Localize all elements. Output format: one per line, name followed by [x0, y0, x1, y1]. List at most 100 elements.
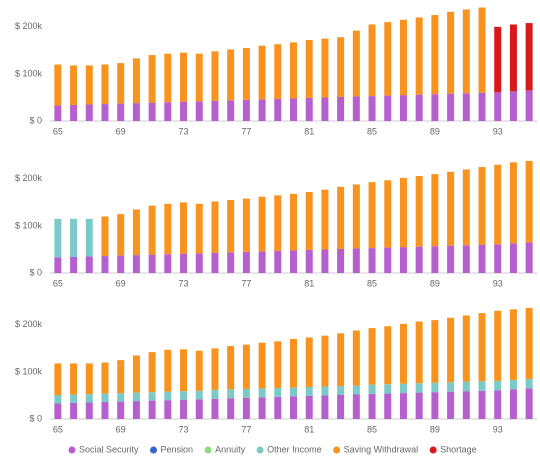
bar-segment	[117, 214, 125, 256]
bar-segment	[70, 402, 78, 419]
bar-segment	[368, 24, 376, 97]
bar-segment	[101, 64, 109, 105]
bar-segment	[148, 102, 156, 121]
bar-segment	[478, 313, 486, 382]
bar-segment	[258, 342, 266, 389]
bar-segment	[525, 90, 533, 121]
bar-segment	[478, 244, 486, 273]
bar-segment	[274, 396, 282, 419]
bar-segment	[242, 48, 250, 100]
legend-swatch	[429, 446, 437, 454]
bar-segment	[242, 198, 250, 252]
x-tick-label: 85	[367, 126, 377, 136]
bar-segment	[509, 389, 517, 419]
bar-segment	[211, 252, 219, 273]
bar-segment	[399, 247, 407, 273]
x-tick-label: 89	[430, 424, 440, 434]
bar-segment	[164, 254, 172, 273]
bar-segment	[148, 392, 156, 401]
legend-swatch	[150, 446, 158, 454]
bar-segment	[462, 315, 470, 382]
bar-segment	[321, 38, 329, 98]
bar-segment	[180, 399, 188, 419]
bar-segment	[274, 98, 282, 121]
bar-segment	[54, 403, 62, 419]
bar-segment	[415, 383, 423, 393]
bar-segment	[321, 97, 329, 121]
bar-segment	[478, 381, 486, 391]
bar-segment	[132, 58, 140, 104]
bar-segment	[368, 394, 376, 419]
bar-segment	[117, 63, 125, 104]
bar-segment	[117, 360, 125, 394]
bar-segment	[352, 248, 360, 273]
bar-segment	[132, 401, 140, 419]
bar-segment	[211, 201, 219, 253]
bar-segment	[70, 256, 78, 273]
bar-segment	[54, 363, 62, 395]
bar-segment	[242, 344, 250, 389]
bar-segment	[164, 203, 172, 255]
bar-segment	[494, 390, 502, 419]
bar-segment	[447, 93, 455, 121]
bar-segment	[227, 252, 235, 273]
bar-segment	[368, 248, 376, 273]
bar-segment	[447, 245, 455, 273]
legend-label: Pension	[161, 444, 194, 454]
bar-segment	[70, 218, 78, 257]
bar-segment	[525, 242, 533, 273]
bar-segment	[211, 389, 219, 399]
bar-segment	[164, 391, 172, 401]
bar-segment	[54, 218, 62, 258]
bar-segment	[415, 321, 423, 384]
bar-segment	[258, 196, 266, 252]
bar-segment	[290, 98, 297, 121]
bar-segment	[180, 253, 188, 273]
bar-segment	[211, 51, 219, 101]
bar-segment	[101, 393, 109, 403]
bar-segment	[525, 307, 533, 379]
bar-segment	[462, 381, 470, 392]
y-tick-label: $ 100k	[15, 366, 43, 376]
bar-segment	[70, 65, 78, 105]
bar-segment	[509, 162, 517, 244]
bar-segment	[415, 176, 423, 247]
bar-segment	[54, 394, 62, 404]
y-tick-label: $ 100k	[15, 68, 43, 78]
bar-segment	[462, 391, 470, 419]
bar-segment	[509, 309, 517, 380]
y-tick-label: $ 200k	[15, 319, 43, 329]
bar-segment	[305, 192, 313, 250]
bar-segment	[242, 251, 250, 273]
bar-segment	[227, 49, 235, 101]
bar-segment	[415, 94, 423, 121]
bar-segment	[462, 245, 470, 273]
y-tick-label: $ 100k	[15, 220, 43, 230]
bar-segment	[305, 337, 313, 387]
bar-segment	[54, 64, 62, 106]
x-tick-label: 85	[367, 424, 377, 434]
x-tick-label: 69	[116, 424, 126, 434]
bar-segment	[509, 243, 517, 273]
bar-segment	[384, 384, 392, 394]
bar-segment	[195, 101, 203, 121]
bar-segment	[132, 355, 140, 393]
bar-segment	[321, 189, 329, 250]
bar-segment	[368, 384, 376, 395]
bar-segment	[132, 209, 140, 256]
bar-segment	[384, 180, 392, 248]
bar-segment	[227, 200, 235, 253]
bar-segment	[494, 310, 502, 381]
bar-segment	[509, 91, 517, 121]
bar-segment	[305, 386, 313, 396]
x-tick-label: 81	[304, 278, 314, 288]
bar-segment	[384, 95, 392, 121]
legend-label: Shortage	[440, 444, 477, 454]
bar-segment	[227, 389, 235, 399]
bar-segment	[321, 335, 329, 387]
bar-segment	[478, 167, 486, 245]
bar-segment	[195, 399, 203, 419]
bar-segment	[368, 182, 376, 249]
bar-segment	[509, 379, 517, 390]
